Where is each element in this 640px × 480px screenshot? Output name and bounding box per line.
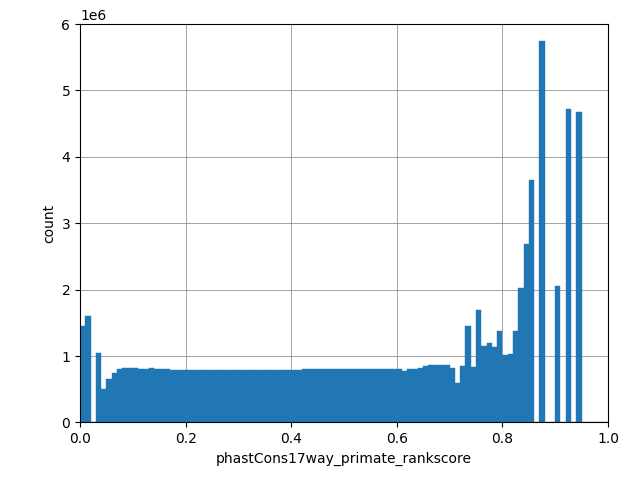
Bar: [143, 369, 148, 422]
Bar: [249, 370, 254, 422]
Bar: [333, 369, 339, 422]
Bar: [106, 379, 112, 422]
Bar: [476, 310, 481, 422]
Bar: [260, 370, 265, 422]
Bar: [323, 369, 328, 422]
Bar: [117, 369, 122, 422]
Bar: [180, 370, 186, 422]
Bar: [154, 369, 159, 422]
Bar: [265, 370, 270, 422]
Bar: [218, 370, 223, 422]
Bar: [186, 370, 191, 422]
Bar: [418, 368, 423, 422]
Bar: [518, 288, 524, 422]
Bar: [317, 369, 323, 422]
Bar: [397, 369, 402, 422]
Bar: [101, 389, 106, 422]
Bar: [524, 244, 529, 422]
Bar: [423, 366, 429, 422]
Bar: [223, 370, 228, 422]
Bar: [339, 369, 344, 422]
Bar: [371, 369, 376, 422]
Bar: [376, 369, 381, 422]
Bar: [502, 355, 508, 422]
Bar: [344, 369, 349, 422]
Bar: [296, 370, 302, 422]
Bar: [127, 368, 133, 422]
Bar: [80, 326, 85, 422]
Bar: [508, 354, 513, 422]
Bar: [202, 370, 207, 422]
Bar: [460, 366, 465, 422]
Bar: [112, 372, 117, 422]
Bar: [270, 370, 275, 422]
Bar: [302, 369, 307, 422]
Bar: [529, 180, 534, 422]
Bar: [207, 370, 212, 422]
Bar: [159, 369, 164, 422]
Bar: [164, 369, 170, 422]
Bar: [444, 365, 450, 422]
Bar: [228, 370, 233, 422]
Bar: [360, 369, 365, 422]
Bar: [138, 369, 143, 422]
Bar: [85, 316, 91, 422]
Bar: [540, 41, 545, 422]
Bar: [286, 370, 291, 422]
Bar: [439, 365, 444, 422]
Bar: [386, 369, 392, 422]
Bar: [486, 343, 492, 422]
Bar: [307, 369, 312, 422]
Bar: [455, 383, 460, 422]
Bar: [492, 348, 497, 422]
Bar: [170, 370, 175, 422]
Bar: [429, 365, 434, 422]
Bar: [513, 331, 518, 422]
Bar: [212, 370, 218, 422]
Bar: [413, 369, 418, 422]
Bar: [497, 331, 502, 422]
Bar: [566, 109, 571, 422]
Bar: [233, 370, 238, 422]
Bar: [175, 370, 180, 422]
Bar: [239, 370, 244, 422]
Bar: [328, 369, 333, 422]
Bar: [408, 369, 413, 422]
Bar: [481, 346, 486, 422]
Bar: [312, 369, 317, 422]
Bar: [275, 370, 281, 422]
Bar: [365, 369, 371, 422]
Bar: [471, 367, 476, 422]
Bar: [291, 370, 296, 422]
Bar: [402, 371, 408, 422]
X-axis label: phastCons17way_primate_rankscore: phastCons17way_primate_rankscore: [216, 452, 472, 466]
Bar: [349, 369, 355, 422]
Bar: [133, 368, 138, 422]
Bar: [355, 369, 360, 422]
Bar: [434, 365, 439, 422]
Bar: [465, 326, 471, 422]
Bar: [280, 370, 286, 422]
Bar: [381, 369, 387, 422]
Y-axis label: count: count: [42, 204, 56, 243]
Bar: [122, 368, 127, 422]
Bar: [148, 368, 154, 422]
Bar: [556, 286, 561, 422]
Bar: [191, 370, 196, 422]
Bar: [244, 370, 249, 422]
Bar: [450, 368, 455, 422]
Bar: [577, 112, 582, 422]
Bar: [96, 353, 101, 422]
Bar: [254, 370, 260, 422]
Bar: [196, 370, 202, 422]
Bar: [392, 369, 397, 422]
